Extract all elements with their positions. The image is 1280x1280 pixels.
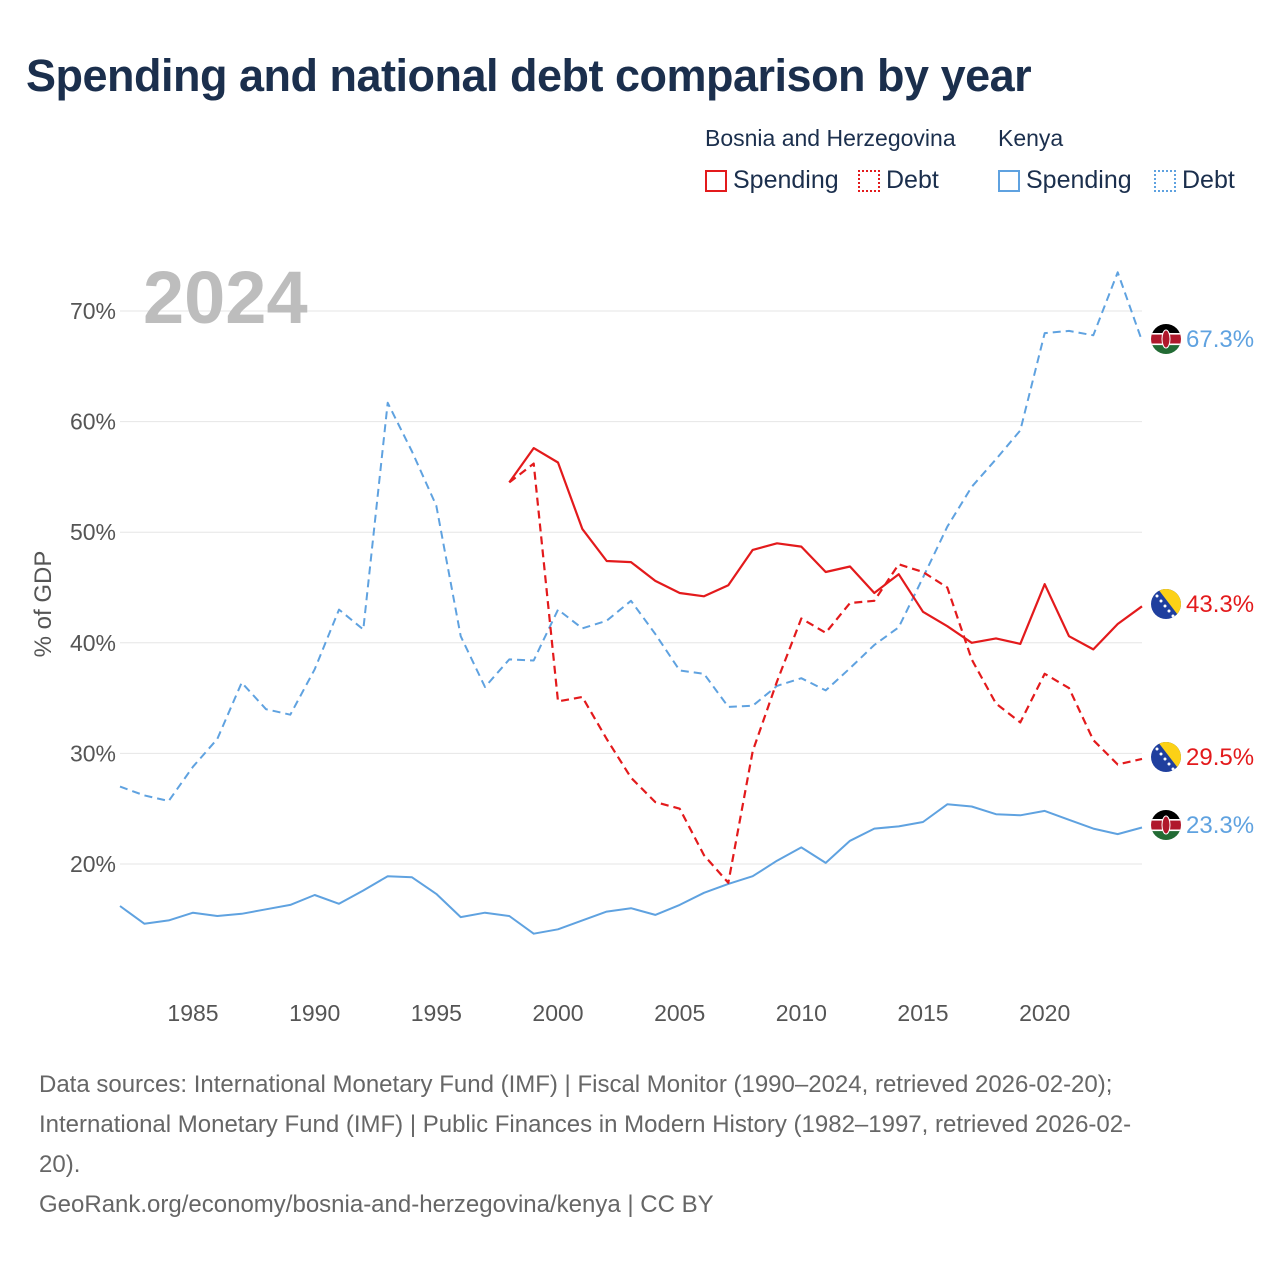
source-line: International Monetary Fund (IMF) | Publ… [39,1111,1132,1138]
y-tick-label: 50% [70,519,116,545]
legend-country-kenya: Kenya [998,125,1064,151]
source-line: Data sources: International Monetary Fun… [39,1071,1113,1098]
source-line: 20). [39,1151,81,1178]
x-tick-label: 2015 [897,1000,948,1026]
data-sources: Data sources: International Monetary Fun… [39,1065,1239,1225]
line-chart: 2024 20% 30% 40% 50% 60% 70% 1985 1990 1995 2000… [30,256,1254,1026]
bosnia-flag-icon [1151,742,1181,772]
y-axis-label: % of GDP [30,551,57,658]
legend-bih-spending[interactable]: Spending [705,166,839,195]
series-line-kenya-spending[interactable] [119,803,1143,935]
end-label-bih-spending: 43.3% [1186,591,1254,618]
bosnia-flag-icon [1151,589,1181,619]
x-tick-label: 2010 [776,1000,827,1026]
series-line-kenya-debt[interactable] [119,271,1143,802]
legend-label: Spending [1026,166,1132,194]
series-line-bosnia-and-herzegovina-spending[interactable] [508,447,1143,651]
legend-label: Spending [733,166,839,194]
legend-label: Debt [886,166,939,194]
credit-link[interactable]: GeoRank.org/economy/bosnia-and-herzegovi… [39,1191,714,1218]
legend-label: Debt [1182,166,1235,194]
chart-title: Spending and national debt comparison by… [26,50,1032,101]
legend-swatch-solid-blue [998,169,1020,192]
year-watermark: 2024 [143,256,308,339]
y-tick-label: 70% [70,298,116,324]
series-line-bosnia-and-herzegovina-debt[interactable] [508,462,1143,884]
end-label-bih-debt: 29.5% [1186,744,1254,771]
y-tick-label: 30% [70,740,116,766]
end-label-kenya-spending: 23.3% [1186,812,1254,839]
legend-swatch-dotted-blue [1154,169,1176,192]
kenya-flag-icon [1151,810,1181,840]
end-label-kenya-debt: 67.3% [1186,326,1254,353]
y-tick-label: 40% [70,630,116,656]
legend-bih-debt[interactable]: Debt [858,166,939,195]
x-tick-label: 2005 [654,1000,705,1026]
legend-country-bih: Bosnia and Herzegovina [705,125,956,151]
legend-swatch-solid-red [705,169,727,192]
legend-kenya-spending[interactable]: Spending [998,166,1132,195]
x-tick-label: 1995 [411,1000,462,1026]
kenya-flag-icon [1151,324,1181,354]
x-tick-label: 1990 [289,1000,340,1026]
y-tick-label: 20% [70,851,116,877]
x-tick-label: 2000 [532,1000,583,1026]
legend-kenya-debt[interactable]: Debt [1154,166,1235,195]
y-tick-label: 60% [70,409,116,435]
x-tick-label: 2020 [1019,1000,1070,1026]
legend-swatch-dotted-red [858,169,880,192]
x-tick-label: 1985 [167,1000,218,1026]
